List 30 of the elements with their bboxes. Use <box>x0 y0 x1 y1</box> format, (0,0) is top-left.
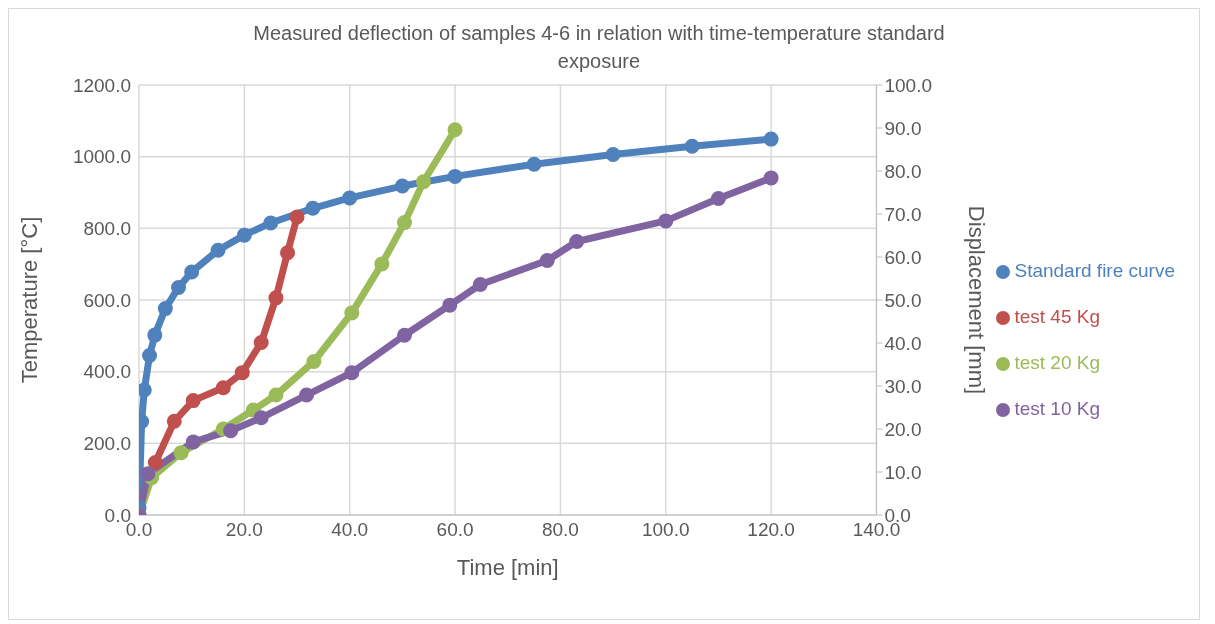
y-tick-label: 200.0 <box>83 433 131 455</box>
y2-tick-label: 70.0 <box>884 203 922 225</box>
y-tick-label: 600.0 <box>83 289 131 311</box>
y2-axis-title: Displacement [mm] <box>963 205 989 395</box>
y2-tick-label: 100.0 <box>884 74 933 96</box>
y2-tick-label: 80.0 <box>884 160 922 182</box>
legend-label: test 45 Kg <box>1014 306 1101 327</box>
x-tick-label: 20.0 <box>225 519 263 541</box>
y2-tick-label: 60.0 <box>884 246 922 268</box>
legend-label: test 20 Kg <box>1014 352 1101 373</box>
x-tick-label: 60.0 <box>436 519 474 541</box>
y2-tick-label: 40.0 <box>884 332 922 354</box>
y-axis-title: Temperature [°C] <box>16 216 42 384</box>
x-tick-label: 40.0 <box>331 519 369 541</box>
x-tick-label: 120.0 <box>747 519 795 541</box>
chart-title: Measured deflection of samples 4-6 in relation with time-temperature standard exposure <box>252 21 946 74</box>
y2-tick-label: 10.0 <box>884 461 922 483</box>
y2-tick-label: 50.0 <box>884 289 922 311</box>
y2-tick-label: 30.0 <box>884 375 922 397</box>
x-tick-label: 80.0 <box>541 519 579 541</box>
x-axis-title: Time [min] <box>456 555 559 580</box>
y-tick-label: 400.0 <box>83 361 131 383</box>
y-tick-label: 1000.0 <box>72 146 131 168</box>
y-tick-label: 800.0 <box>83 218 131 240</box>
x-tick-label: 100.0 <box>641 519 690 541</box>
legend-label: test 10 Kg <box>1014 398 1101 419</box>
legend-label: Standard fire curve <box>1014 260 1175 281</box>
y2-tick-label: 20.0 <box>884 418 922 440</box>
y2-tick-label: 90.0 <box>884 117 922 139</box>
y-tick-label: 1200.0 <box>72 74 131 96</box>
